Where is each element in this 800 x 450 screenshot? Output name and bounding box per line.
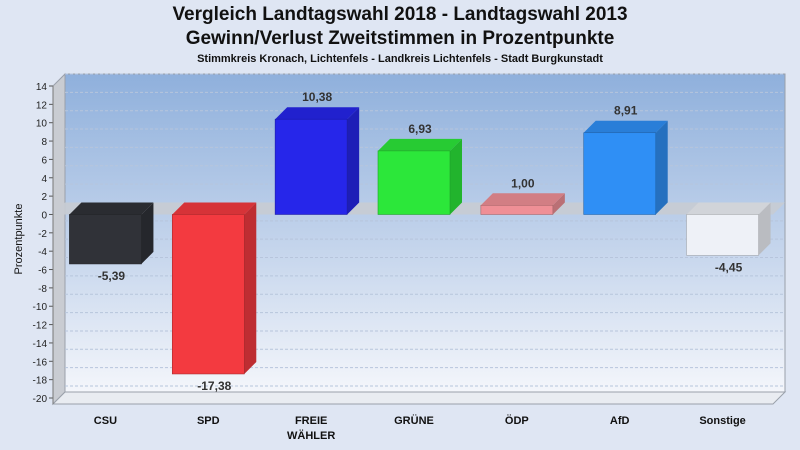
y-tick-label: 12 [36, 100, 48, 111]
bar-side [347, 107, 360, 215]
y-tick-label: -4 [38, 247, 47, 258]
bar [69, 214, 142, 265]
x-tick-label: WÄHLER [287, 429, 335, 442]
bar [274, 118, 348, 215]
y-axis-label: Prozentpunkte [13, 204, 25, 275]
x-tick-label: SPD [197, 415, 220, 427]
y-tick-label: -12 [33, 321, 48, 332]
bar-value-label: 10,38 [302, 90, 332, 104]
chart-region-subtitle: Stimmkreis Kronach, Lichtenfels - Landkr… [197, 53, 603, 65]
bar [686, 214, 759, 256]
bar-side [655, 120, 668, 215]
y-tick-label: -16 [33, 357, 48, 368]
bar-value-label: 8,91 [614, 104, 638, 118]
x-tick-label: ÖDP [505, 414, 529, 427]
y-tick-label: 8 [41, 137, 47, 148]
bar-value-label: -4,45 [715, 260, 743, 274]
bar-value-label: 6,93 [408, 122, 432, 136]
y-tick-label: 4 [41, 174, 47, 185]
bar [377, 150, 451, 215]
bar-top [480, 193, 565, 206]
y-tick-label: -10 [33, 302, 48, 313]
y-tick-label: -18 [33, 376, 48, 387]
bar-side [552, 193, 565, 215]
bar [480, 204, 554, 215]
bar-side [141, 202, 154, 264]
bar-top [378, 138, 462, 151]
chart-title: Vergleich Landtagswahl 2018 - Landtagswa… [172, 4, 628, 25]
bar [171, 214, 245, 375]
bar-side [244, 202, 257, 374]
y-tick-label: -6 [38, 266, 47, 277]
chart-floor [51, 391, 787, 405]
bar-top [69, 202, 154, 215]
bar-top [275, 107, 360, 120]
y-tick-label: 6 [41, 155, 47, 166]
bar-top [172, 202, 257, 215]
x-tick-label: AfD [610, 415, 630, 427]
y-tick-label: -8 [38, 284, 47, 295]
chart-subtitle: Gewinn/Verlust Zweitstimmen in Prozentpu… [185, 28, 615, 49]
y-tick-label: 0 [41, 210, 47, 221]
bar-value-label: 1,00 [511, 176, 535, 190]
bar-side [450, 138, 462, 215]
y-tick-label: 2 [41, 192, 47, 203]
x-tick-label: GRÜNE [394, 414, 434, 427]
y-tick-label: -2 [38, 229, 47, 240]
bar [583, 132, 657, 215]
bar-top [583, 120, 668, 133]
x-tick-label: FREIE [295, 415, 327, 427]
x-tick-label: CSU [94, 415, 117, 427]
y-tick-label: 10 [36, 119, 48, 130]
chart-side-wall [52, 72, 66, 406]
y-tick-label: -14 [33, 339, 48, 350]
bar-value-label: -5,39 [98, 269, 126, 283]
bar-side [758, 202, 771, 256]
bar-value-label: -17,38 [197, 379, 231, 393]
y-tick-label: 14 [36, 82, 48, 93]
x-tick-label: Sonstige [699, 415, 745, 427]
y-tick-label: -20 [33, 394, 48, 405]
bar-top [686, 202, 771, 215]
